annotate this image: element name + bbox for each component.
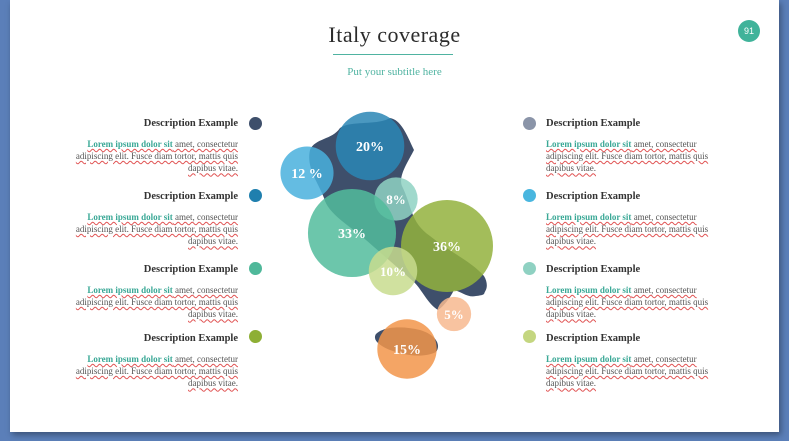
description-heading: Description Example bbox=[143, 333, 238, 344]
description-heading: Description Example bbox=[546, 264, 641, 275]
description-lead: Lorem ipsum dolor sit bbox=[546, 212, 632, 222]
bullet-dot-right-2 bbox=[523, 189, 536, 202]
bubble-label-5: 36% bbox=[433, 240, 461, 255]
bubble-6 bbox=[368, 246, 418, 296]
description-lead: Lorem ipsum dolor sit bbox=[546, 285, 632, 295]
description-text: amet, consectetur adipiscing elit. Fusce… bbox=[546, 212, 709, 247]
description-text: amet, consectetur adipiscing elit. Fusce… bbox=[75, 139, 238, 174]
bubble-label-4: 33% bbox=[338, 227, 366, 242]
bubble-4 bbox=[307, 188, 397, 278]
description-right-4: Description Example Lorem ipsum dolor si… bbox=[546, 332, 714, 390]
description-left-3: Description Example Lorem ipsum dolor si… bbox=[70, 263, 238, 321]
description-right-2: Description Example Lorem ipsum dolor si… bbox=[546, 190, 714, 248]
bubble-label-2: 12 % bbox=[291, 167, 323, 182]
description-heading: Description Example bbox=[143, 191, 238, 202]
bubble-label-1: 20% bbox=[356, 140, 384, 155]
description-text: amet, consectetur adipiscing elit. Fusce… bbox=[75, 285, 238, 320]
bubble-group: 20% 12 % 8% 33% 36% 10% 5% 15% bbox=[280, 111, 493, 379]
page-number-badge: 91 bbox=[738, 20, 760, 42]
description-body: Lorem ipsum dolor sit amet, consectetur … bbox=[70, 284, 238, 321]
description-right-1: Description Example Lorem ipsum dolor si… bbox=[546, 117, 714, 175]
description-body: Lorem ipsum dolor sit amet, consectetur … bbox=[546, 353, 714, 390]
description-text: amet, consectetur adipiscing elit. Fusce… bbox=[75, 212, 238, 247]
description-right-3: Description Example Lorem ipsum dolor si… bbox=[546, 263, 714, 321]
description-body: Lorem ipsum dolor sit amet, consectetur … bbox=[546, 211, 714, 248]
description-lead: Lorem ipsum dolor sit bbox=[87, 212, 173, 222]
title-underline bbox=[333, 54, 453, 55]
bullet-dot-right-1 bbox=[523, 117, 536, 130]
description-heading: Description Example bbox=[143, 264, 238, 275]
description-lead: Lorem ipsum dolor sit bbox=[87, 285, 173, 295]
bubble-label-7: 5% bbox=[444, 307, 464, 322]
bullet-dot-right-4 bbox=[523, 330, 536, 343]
slide-title: Italy coverage bbox=[328, 22, 461, 47]
description-left-1: Description Example Lorem ipsum dolor si… bbox=[70, 117, 238, 175]
bubble-2 bbox=[280, 146, 334, 200]
description-lead: Lorem ipsum dolor sit bbox=[87, 139, 173, 149]
bullet-dot-left-3 bbox=[249, 262, 262, 275]
bubble-8 bbox=[377, 319, 437, 379]
description-body: Lorem ipsum dolor sit amet, consectetur … bbox=[546, 284, 714, 321]
bubble-1 bbox=[335, 111, 405, 181]
description-body: Lorem ipsum dolor sit amet, consectetur … bbox=[70, 353, 238, 390]
description-text: amet, consectetur adipiscing elit. Fusce… bbox=[75, 354, 238, 389]
bubble-7 bbox=[436, 296, 472, 332]
bullet-dot-left-4 bbox=[249, 330, 262, 343]
description-text: amet, consectetur adipiscing elit. Fusce… bbox=[546, 285, 709, 320]
italy-coverage-chart: 20% 12 % 8% 33% 36% 10% 5% 15% bbox=[280, 111, 493, 379]
description-heading: Description Example bbox=[546, 333, 641, 344]
bullet-dot-right-3 bbox=[523, 262, 536, 275]
slide: Italy coverage Put your subtitle here 91… bbox=[10, 0, 779, 432]
bullet-dot-left-2 bbox=[249, 189, 262, 202]
description-text: amet, consectetur adipiscing elit. Fusce… bbox=[546, 139, 709, 174]
description-body: Lorem ipsum dolor sit amet, consectetur … bbox=[546, 138, 714, 175]
description-lead: Lorem ipsum dolor sit bbox=[546, 139, 632, 149]
description-lead: Lorem ipsum dolor sit bbox=[546, 354, 632, 364]
description-heading: Description Example bbox=[143, 118, 238, 129]
description-body: Lorem ipsum dolor sit amet, consectetur … bbox=[70, 211, 238, 248]
description-body: Lorem ipsum dolor sit amet, consectetur … bbox=[70, 138, 238, 175]
bullet-dot-left-1 bbox=[249, 117, 262, 130]
bubble-label-3: 8% bbox=[386, 192, 406, 207]
bubble-label-6: 10% bbox=[380, 264, 406, 279]
bubble-5 bbox=[401, 200, 493, 292]
description-left-4: Description Example Lorem ipsum dolor si… bbox=[70, 332, 238, 390]
description-heading: Description Example bbox=[546, 191, 641, 202]
slide-subtitle: Put your subtitle here bbox=[347, 66, 442, 78]
bubble-label-8: 15% bbox=[393, 343, 421, 358]
description-heading: Description Example bbox=[546, 118, 641, 129]
description-left-2: Description Example Lorem ipsum dolor si… bbox=[70, 190, 238, 248]
description-text: amet, consectetur adipiscing elit. Fusce… bbox=[546, 354, 709, 389]
description-lead: Lorem ipsum dolor sit bbox=[87, 354, 173, 364]
